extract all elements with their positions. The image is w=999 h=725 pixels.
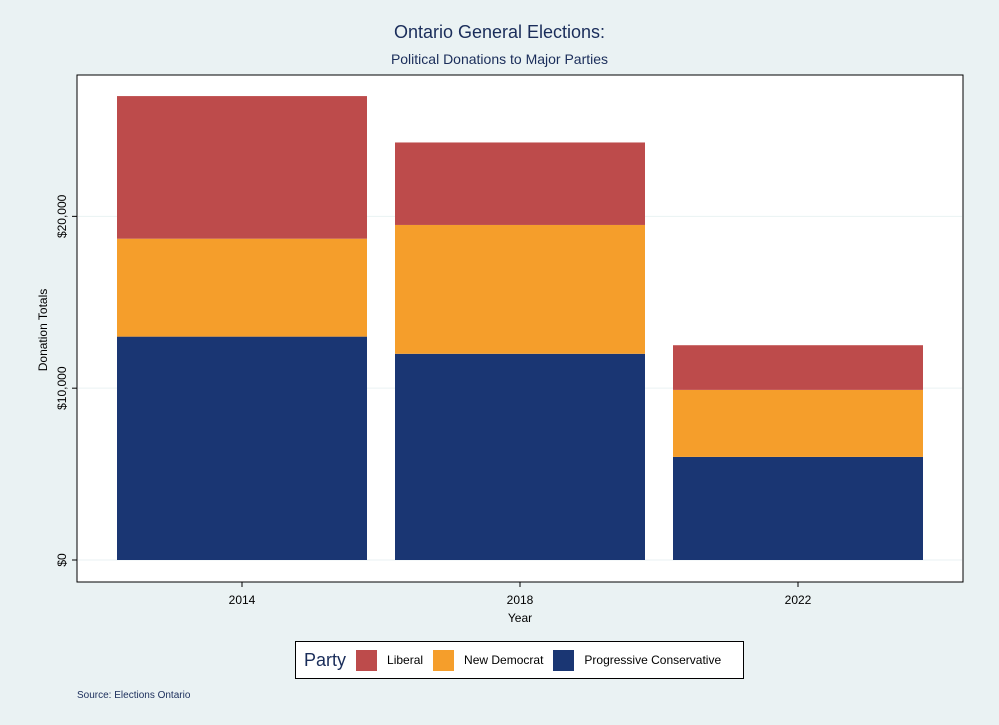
legend-label-new-democrat: New Democrat: [464, 653, 544, 667]
source-note: Source: Elections Ontario: [77, 690, 191, 701]
bar-liberal-2018: [395, 142, 645, 225]
x-tick-label: 2018: [507, 593, 534, 607]
y-tick-label: $0: [55, 553, 69, 567]
legend-item-new-democrat: New Democrat: [433, 649, 544, 671]
y-axis-label: Donation Totals: [36, 289, 50, 372]
legend-swatch-liberal: [356, 649, 378, 671]
bar-liberal-2022: [673, 345, 923, 390]
bar-progressive-conservative-2022: [673, 456, 923, 560]
y-tick-label: $20,000: [55, 194, 69, 238]
legend-title: Party: [304, 649, 347, 670]
legend-label-liberal: Liberal: [387, 653, 424, 667]
bar-progressive-conservative-2018: [395, 353, 645, 560]
y-tick-label: $10,000: [55, 366, 69, 410]
legend: Party Liberal New Democrat Progressive C…: [295, 641, 744, 679]
legend-item-liberal: Liberal: [356, 649, 424, 671]
legend-swatch-progressive-conservative: [553, 649, 575, 671]
chart-subtitle: Political Donations to Major Parties: [390, 51, 609, 67]
x-axis-label: Year: [508, 611, 532, 625]
bar-liberal-2014: [117, 96, 367, 239]
bar-new-democrat-2022: [673, 389, 923, 457]
legend-item-progressive-conservative: Progressive Conservative: [553, 649, 722, 671]
x-tick-label: 2014: [229, 593, 256, 607]
bar-new-democrat-2018: [395, 224, 645, 354]
chart-title: Ontario General Elections:: [393, 22, 606, 42]
bar-new-democrat-2014: [117, 238, 367, 337]
legend-label-progressive-conservative: Progressive Conservative: [584, 653, 722, 667]
bar-progressive-conservative-2014: [117, 336, 367, 560]
legend-swatch-new-democrat: [433, 649, 455, 671]
x-tick-label: 2022: [785, 593, 812, 607]
